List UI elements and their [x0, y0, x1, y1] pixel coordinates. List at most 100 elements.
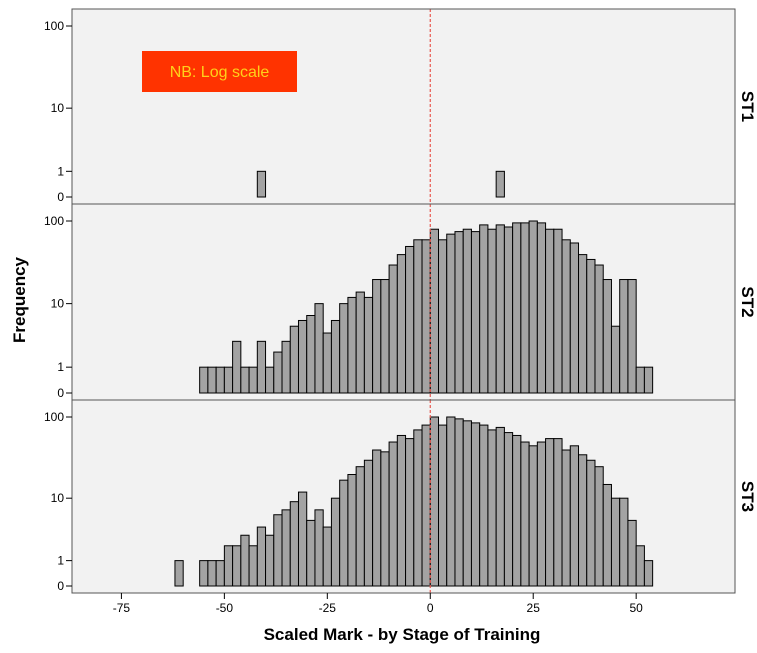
histogram-bar	[347, 296, 357, 394]
histogram-bar	[446, 233, 456, 394]
histogram-bar	[627, 519, 637, 587]
histogram-bar	[487, 429, 497, 587]
histogram-bar	[330, 497, 341, 587]
x-tick-label: 25	[527, 601, 541, 615]
histogram-bar	[289, 501, 299, 587]
histogram-bar	[594, 264, 604, 394]
panel-st1: 0 1 10 100 ST1	[44, 8, 757, 205]
y-tick-label: 1	[57, 360, 64, 374]
y-tick-label: 1	[57, 164, 64, 178]
histogram-bar	[207, 366, 217, 394]
panel-st3: 0 1 10 100 ST3	[44, 399, 757, 594]
histogram-bar	[545, 438, 555, 587]
histogram-bar	[248, 545, 258, 587]
histogram-bar	[322, 526, 332, 587]
histogram-bar	[479, 224, 489, 394]
histogram-bar	[174, 560, 184, 587]
histogram-bar	[265, 534, 275, 587]
histogram-bar	[470, 231, 481, 394]
histogram-bar	[545, 228, 555, 394]
histogram-bar	[446, 416, 456, 587]
histogram-bar	[643, 560, 654, 587]
histogram-bar	[232, 545, 242, 587]
y-axis-title: Frequency	[10, 256, 29, 343]
panel-st2: 0 1 10 100 ST2	[44, 203, 757, 401]
histogram-bar	[314, 509, 324, 587]
histogram-bar	[273, 351, 283, 394]
histogram-bar	[610, 497, 621, 587]
annotation-box: NB: Log scale	[142, 51, 297, 92]
histogram-bar	[586, 258, 596, 394]
histogram-bar	[553, 228, 563, 394]
histogram-bar	[619, 279, 629, 394]
histogram-bar	[438, 424, 448, 587]
histogram-bar	[627, 279, 637, 394]
histogram-bar	[223, 545, 234, 587]
x-tick-label: 0	[427, 601, 434, 615]
histogram-bar	[470, 422, 481, 587]
histogram-bar	[215, 366, 225, 394]
histogram-bar	[635, 366, 645, 394]
panel-label: ST3	[738, 481, 757, 512]
histogram-bar	[495, 426, 505, 587]
histogram-bar	[256, 526, 267, 587]
histogram-bar	[421, 424, 431, 587]
histogram-bar	[528, 220, 538, 394]
histogram-bar	[232, 340, 242, 394]
x-tick-label: -75	[113, 601, 131, 615]
histogram-bar	[495, 170, 505, 198]
histogram-bar	[578, 454, 588, 587]
panel-label: ST1	[738, 91, 757, 122]
histogram-bar	[454, 231, 464, 394]
histogram-bar	[619, 497, 629, 587]
panel-label: ST2	[738, 286, 757, 317]
histogram-bar	[569, 445, 580, 587]
y-tick-label: 1	[57, 554, 64, 568]
y-tick-label: 10	[51, 101, 65, 115]
histogram-bar	[199, 560, 209, 587]
histogram-bar	[561, 449, 571, 587]
histogram-bar	[512, 434, 522, 587]
histogram-bar	[240, 366, 250, 394]
histogram-bar	[396, 254, 407, 394]
histogram-bar	[405, 245, 415, 394]
x-tick-label: 50	[629, 601, 643, 615]
histogram-bar	[429, 416, 440, 587]
y-tick-label: 0	[57, 386, 64, 400]
histogram-bar	[240, 534, 250, 587]
histogram-bar	[405, 438, 415, 587]
y-tick-label: 0	[57, 190, 64, 204]
y-tick-label: 100	[44, 410, 64, 424]
histogram-bar	[528, 445, 538, 587]
y-tick-label: 100	[44, 214, 64, 228]
panel-background	[72, 9, 735, 204]
histogram-bar	[388, 441, 398, 587]
histogram-bar	[520, 441, 530, 587]
panel-border	[71, 399, 736, 594]
histogram-bar	[330, 319, 341, 394]
histogram-bar	[256, 170, 267, 198]
histogram-bar	[273, 514, 283, 587]
histogram-bar	[635, 545, 645, 587]
y-tick-label: 0	[57, 579, 64, 593]
histogram-bar	[207, 560, 217, 587]
histogram-bar	[380, 279, 390, 394]
histogram-bar	[355, 466, 365, 587]
histogram-bar	[314, 303, 324, 394]
histogram-bar	[355, 291, 365, 394]
histogram-bar	[281, 509, 291, 587]
histogram-bar	[413, 429, 423, 587]
y-tick-label: 10	[51, 297, 65, 311]
histogram-bar	[487, 228, 497, 394]
annotation-text: NB: Log scale	[170, 64, 270, 81]
histogram-bar	[561, 239, 571, 394]
histogram-bar	[421, 239, 431, 394]
histogram-bar	[380, 451, 390, 587]
histogram-bar	[512, 222, 522, 394]
histogram-bar	[248, 366, 258, 394]
histogram-bar	[643, 366, 654, 394]
histogram-bar	[610, 325, 621, 394]
histogram-bar	[372, 279, 382, 394]
histogram-bar	[265, 366, 275, 394]
